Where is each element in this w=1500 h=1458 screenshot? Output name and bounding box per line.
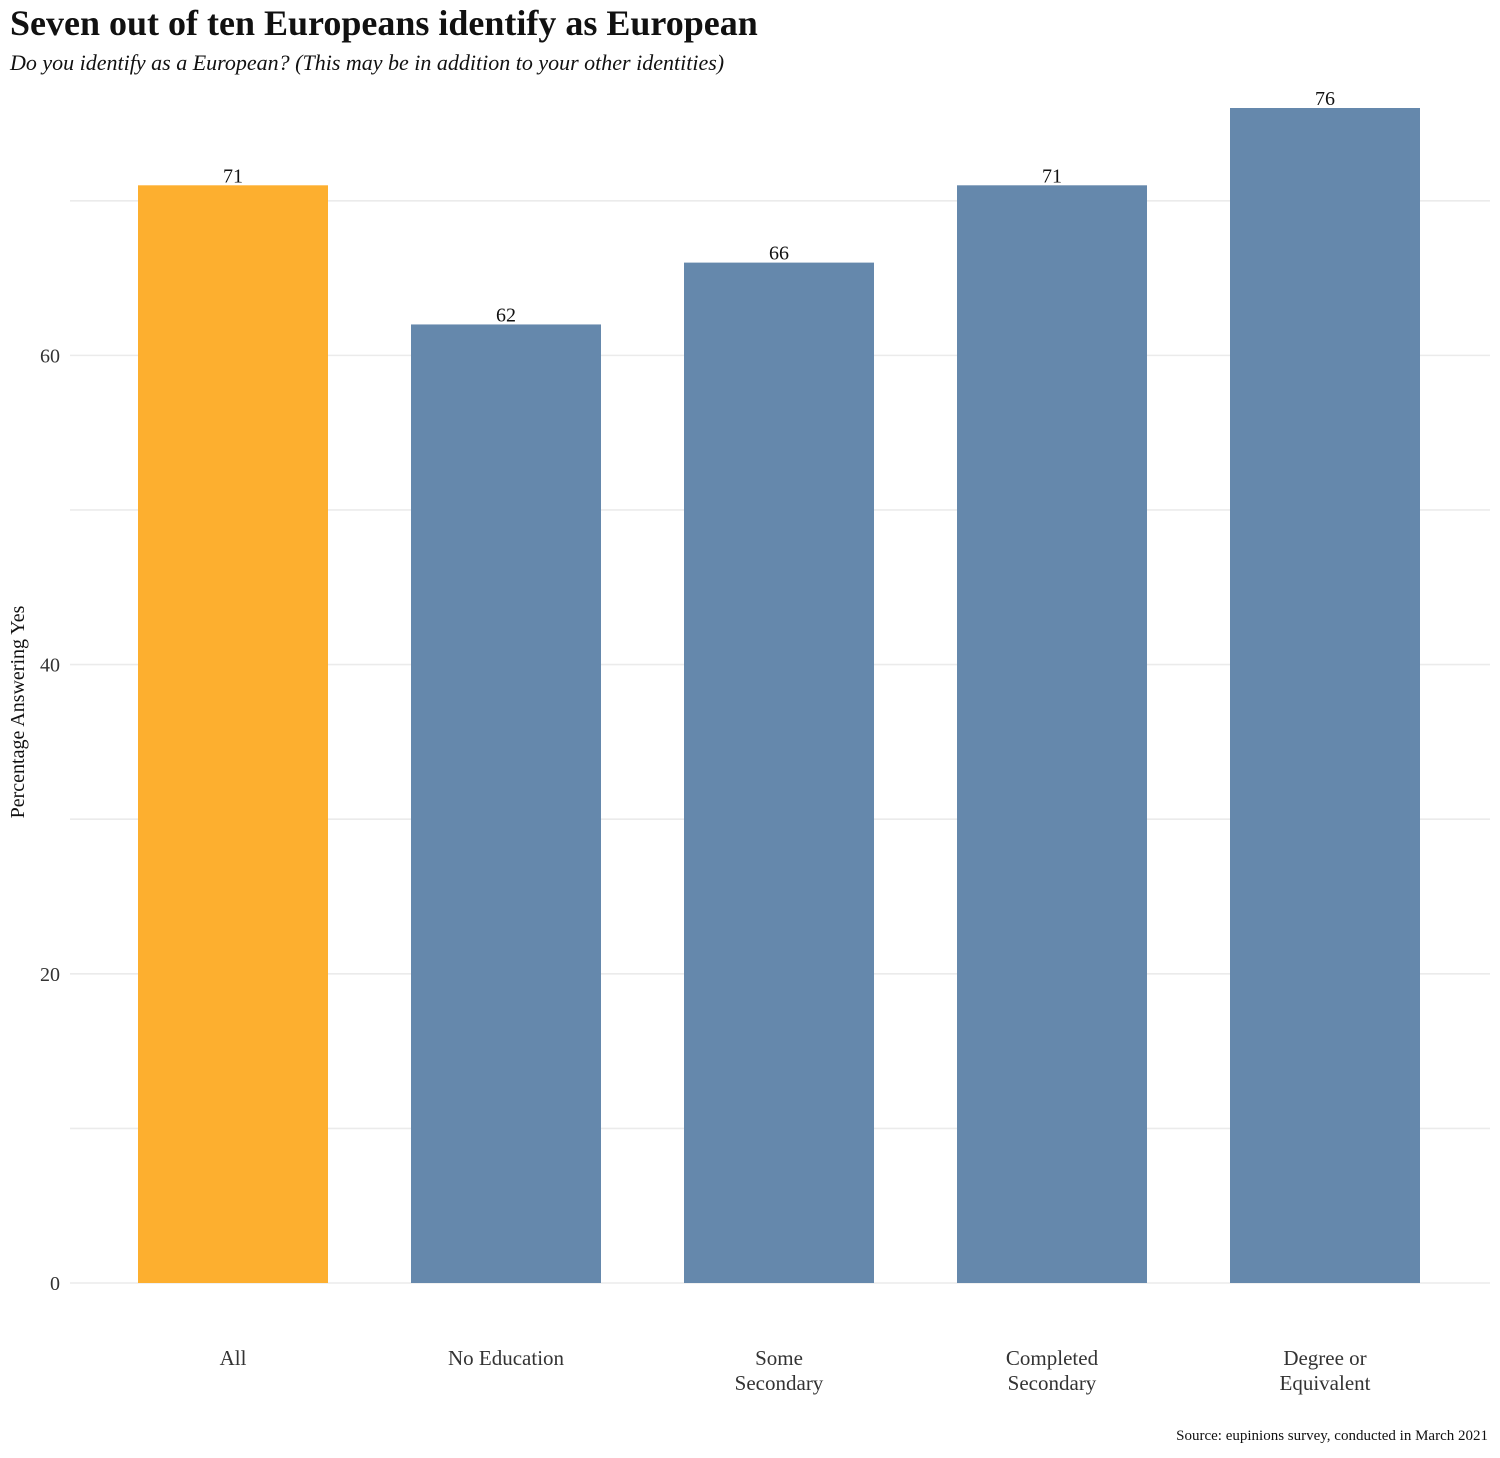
x-tick-label: Some (755, 1346, 803, 1370)
data-label: 62 (496, 304, 516, 326)
bar (1230, 108, 1420, 1283)
data-label: 66 (769, 243, 789, 265)
x-tick-label: Secondary (1008, 1371, 1097, 1395)
bar (684, 262, 874, 1284)
x-tick-label: Completed (1006, 1346, 1099, 1370)
x-tick-label: No Education (448, 1346, 565, 1370)
data-labels: 71 62 66 71 76 (223, 88, 1335, 326)
x-tick-label: Degree or (1283, 1346, 1366, 1370)
y-tick-label: 20 (40, 964, 60, 986)
y-axis-ticks: 0 20 40 60 (40, 345, 60, 1295)
chart-subtitle: Do you identify as a European? (This may… (10, 50, 725, 75)
chart-title: Seven out of ten Europeans identify as E… (10, 3, 758, 43)
x-tick-label: Equivalent (1280, 1371, 1371, 1395)
data-label: 71 (223, 165, 243, 187)
y-axis-title: Percentage Answering Yes (7, 605, 29, 818)
y-tick-label: 60 (40, 345, 60, 367)
x-axis-ticks: All No Education SomeSecondaryCompletedSec… (220, 1346, 1371, 1395)
bar (138, 185, 328, 1284)
bars (138, 108, 1420, 1284)
bar (957, 185, 1147, 1284)
data-label: 76 (1315, 88, 1335, 110)
x-tick-label: All (220, 1346, 247, 1370)
x-tick-label: Secondary (735, 1371, 824, 1395)
source-note: Source: eupinions survey, conducted in M… (1176, 1428, 1488, 1444)
y-tick-label: 0 (50, 1273, 60, 1295)
y-tick-label: 40 (40, 655, 60, 677)
data-label: 71 (1042, 165, 1062, 187)
bar (411, 324, 601, 1283)
